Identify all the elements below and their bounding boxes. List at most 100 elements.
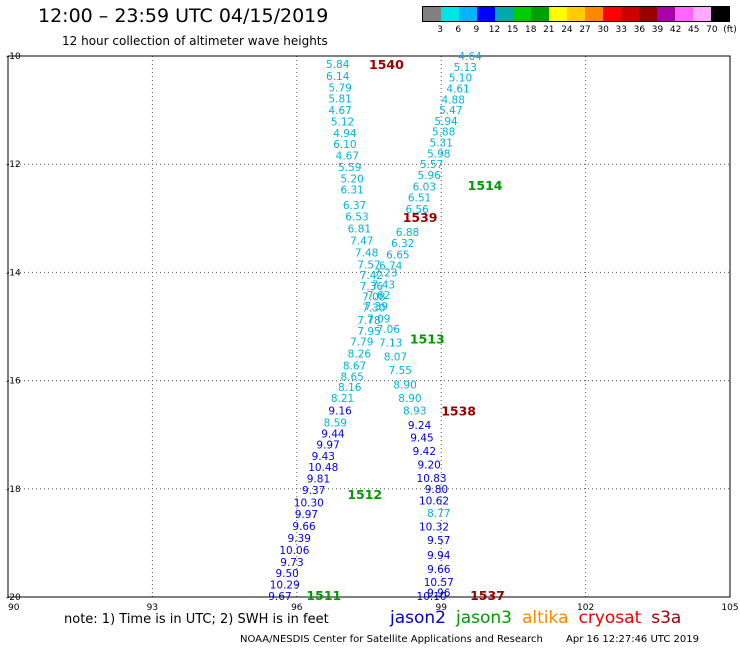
swh-value-label: 4.64 [458, 51, 482, 63]
swh-value-label: 7.23 [374, 267, 397, 279]
swh-value-label: 10.10 [417, 591, 447, 603]
color-swatch [657, 7, 675, 21]
swh-value-label: 5.13 [454, 62, 477, 74]
color-swatch [459, 7, 477, 21]
swh-value-label: 6.88 [396, 227, 419, 239]
swh-value-label: 7.79 [350, 337, 373, 349]
pass-id-label: 1513 [410, 331, 445, 346]
swh-value-label: 9.96 [427, 588, 451, 600]
swh-value-label: 9.24 [408, 420, 432, 432]
color-swatch [549, 7, 567, 21]
swh-value-label: 7.08 [362, 292, 385, 304]
color-scale-label: 24 [561, 25, 573, 35]
swh-value-label: 6.10 [333, 139, 356, 151]
swh-value-label: 8.67 [343, 360, 366, 372]
swh-value-label: 9.73 [280, 557, 303, 569]
swh-value-label: 6.03 [413, 181, 436, 193]
color-swatch [585, 7, 603, 21]
swh-value-label: 7.47 [350, 235, 373, 247]
y-tick-label: -14 [6, 268, 21, 278]
swh-value-label: 7.78 [357, 315, 380, 327]
swh-value-label: 7.95 [357, 326, 380, 338]
swh-value-label: 7.48 [355, 247, 378, 259]
swh-value-label: 10.30 [294, 497, 324, 509]
swh-value-label: 10.48 [308, 462, 338, 474]
color-swatch [495, 7, 513, 21]
swh-value-label: 9.37 [302, 485, 325, 497]
swh-value-label: 6.37 [343, 200, 366, 212]
swh-value-label: 8.93 [403, 405, 426, 417]
swh-value-label: 5.79 [328, 82, 351, 94]
swh-value-label: 9.97 [316, 439, 339, 451]
swh-value-label: 6.51 [408, 193, 431, 205]
credit-line: NOAA/NESDIS Center for Satellite Applica… [240, 634, 543, 645]
swh-value-label: 6.32 [391, 238, 414, 250]
swh-value-label: 10.06 [279, 545, 309, 557]
satellite-legend-item: cryosat [578, 608, 642, 628]
pass-id-label: 1514 [468, 178, 503, 193]
swh-value-label: 5.98 [427, 148, 450, 160]
swh-value-label: 9.20 [417, 459, 440, 471]
swh-value-label: 7.30 [362, 303, 385, 315]
color-swatch [423, 7, 441, 21]
swh-value-label: 5.12 [331, 116, 354, 128]
swh-value-label: 7.42 [360, 270, 383, 282]
swh-value-label: 9.50 [275, 568, 298, 580]
swh-value-label: 9.67 [268, 591, 291, 603]
swh-value-label: 9.80 [425, 484, 448, 496]
swh-value-label: 10.32 [419, 522, 449, 534]
satellite-legend-item: jason2 [390, 608, 446, 628]
color-scale-label: 33 [615, 25, 628, 35]
plot-frame [7, 55, 731, 598]
x-tick-label: 102 [577, 603, 594, 613]
swh-value-label: 6.65 [386, 250, 409, 262]
swh-value-label: 5.10 [449, 73, 472, 85]
color-swatch [675, 7, 693, 21]
swh-value-label: 6.81 [348, 224, 371, 236]
swh-value-label: 6.53 [345, 212, 368, 224]
x-tick-label: 90 [8, 603, 20, 613]
swh-value-label: 5.57 [420, 159, 443, 171]
swh-value-label: 9.43 [312, 451, 335, 463]
swh-value-label: 4.67 [328, 105, 351, 117]
footer-note: note: 1) Time is in UTC; 2) SWH is in fe… [64, 612, 329, 627]
color-swatch [693, 7, 711, 21]
swh-value-label: 8.90 [398, 393, 421, 405]
color-scale-labels: 3 6 9 12 15 18 21 24 27 30 33 36 39 42 45 70 (ft) [422, 25, 737, 38]
y-tick-label: -20 [6, 593, 21, 603]
swh-value-label: 10.62 [419, 496, 449, 508]
color-scale-label: 9 [473, 25, 480, 35]
swh-value-label: 4.94 [333, 128, 357, 140]
swh-value-label: 7.39 [365, 301, 388, 313]
swh-value-label: 4.67 [336, 151, 359, 163]
x-tick-label: 96 [291, 603, 303, 613]
x-axis-ticks: 90 93 96 99 102 105 [8, 603, 739, 613]
swh-value-label: 7.06 [377, 324, 401, 336]
swh-value-label: 8.21 [331, 393, 354, 405]
swh-value-label: 9.16 [328, 405, 352, 417]
swh-value-label: 6.31 [340, 185, 363, 197]
swh-value-label: 5.59 [338, 162, 361, 174]
swh-value-label: 9.45 [410, 432, 433, 444]
swh-value-label: 4.61 [446, 83, 469, 95]
color-scale-label: 30 [597, 25, 609, 35]
swh-value-label: 5.81 [328, 94, 351, 106]
y-tick-label: -12 [6, 160, 21, 170]
x-tick-label: 99 [435, 603, 447, 613]
y-tick-label: -18 [6, 485, 21, 495]
color-scale-label: 3 [437, 25, 443, 35]
swh-value-label: 8.26 [348, 349, 372, 361]
swh-value-label: 8.59 [324, 417, 347, 429]
swh-value-label: 8.16 [338, 382, 362, 394]
satellite-legend-item: jason3 [456, 608, 512, 628]
swh-value-label: 9.66 [292, 521, 316, 533]
color-scale-label: 39 [651, 25, 664, 35]
x-tick-label: 93 [147, 603, 158, 613]
swh-value-label: 9.81 [307, 474, 330, 486]
swh-value-label: 5.96 [417, 170, 441, 182]
color-scale-label: 45 [688, 25, 700, 35]
color-swatch [639, 7, 657, 21]
swh-value-label: 5.20 [340, 173, 363, 185]
color-scale-label: 6 [455, 25, 462, 35]
color-scale-label: 36 [633, 25, 646, 35]
